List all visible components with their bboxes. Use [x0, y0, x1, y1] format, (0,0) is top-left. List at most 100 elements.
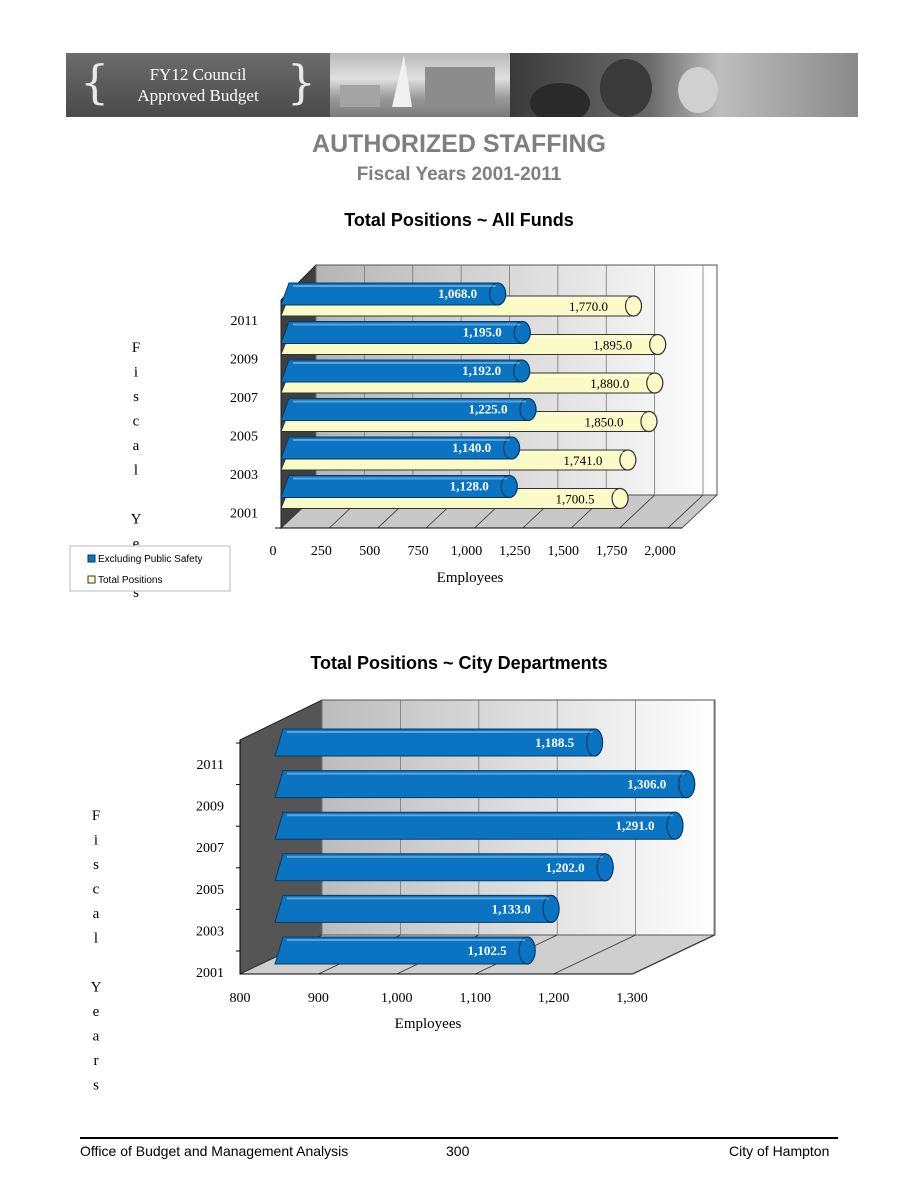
- chart1-x-tick: 0: [270, 544, 277, 559]
- svg-text:s: s: [133, 585, 139, 601]
- chart1-label-excl: 1,195.0: [463, 325, 502, 340]
- svg-text:F: F: [132, 340, 140, 356]
- chart1-legend: Excluding Public Safety Total Positions: [69, 545, 231, 592]
- chart1-y-tick: 2005: [230, 430, 258, 445]
- chart1-x-tick: 1,000: [451, 544, 483, 559]
- chart2-bar: [274, 811, 684, 840]
- people-photo: [510, 53, 858, 117]
- svg-text:Y: Y: [91, 980, 102, 996]
- chart1-bar-excl: [280, 436, 521, 460]
- page-title: AUTHORIZED STAFFING: [312, 130, 606, 158]
- chart1-floor-line: [619, 494, 655, 529]
- svg-text:c: c: [93, 882, 100, 898]
- chart1-label-total: 1,895.0: [593, 338, 632, 353]
- svg-text:s: s: [133, 389, 139, 405]
- banner-line1: FY12 Council: [149, 65, 247, 84]
- chart2-x-tick: 800: [230, 991, 251, 1006]
- chart1-bar-excl: [280, 359, 531, 383]
- svg-text:a: a: [93, 906, 100, 922]
- chart2-bar: [274, 936, 536, 965]
- legend-item-excl: Excluding Public Safety: [98, 554, 203, 565]
- banner-text: FY12 Council Approved Budget: [137, 64, 258, 106]
- chart2-y-tick: 2003: [196, 924, 224, 939]
- chart2-value-label: 1,291.0: [615, 818, 654, 833]
- svg-text:l: l: [134, 463, 138, 479]
- footer-city: City of Hampton: [729, 1143, 830, 1159]
- svg-text:i: i: [134, 365, 138, 381]
- chart1-label-total: 1,770.0: [569, 299, 608, 314]
- chart2-x-tick: 900: [308, 991, 329, 1006]
- chart1-x-tick: 1,250: [499, 544, 531, 559]
- chart1-label-excl: 1,128.0: [450, 479, 489, 494]
- chart1-label-excl: 1,140.0: [452, 440, 491, 455]
- chart1-label-excl: 1,225.0: [469, 402, 508, 417]
- chart1-label-excl: 1,192.0: [462, 363, 501, 378]
- footer-rule: [80, 1137, 838, 1139]
- svg-text:r: r: [94, 1053, 99, 1069]
- svg-text:l: l: [94, 931, 98, 947]
- chart2-value-label: 1,306.0: [627, 777, 666, 792]
- chart1-x-tick: 1,750: [596, 544, 628, 559]
- chart1-bar-excl: [280, 474, 518, 499]
- chart1-x-tick: 250: [311, 544, 332, 559]
- chart1-bar-excl: [280, 282, 507, 306]
- chart1-label-total: 1,741.0: [563, 453, 602, 468]
- chart2-y-tick: 2009: [196, 800, 224, 815]
- svg-text:a: a: [133, 438, 140, 454]
- chart1-label-total: 1,850.0: [584, 415, 623, 430]
- chart1-y-tick: 2011: [231, 314, 258, 329]
- chart2-floor-line: [553, 934, 636, 975]
- chart1-y-tick: 2003: [230, 468, 258, 483]
- footer-page-number: 300: [446, 1143, 470, 1159]
- chart1-x-tick: 500: [359, 544, 380, 559]
- chart1-x-tick: 1,500: [548, 544, 580, 559]
- chart1-label-total: 1,700.5: [556, 492, 595, 507]
- chart2-x-label: Employees: [395, 1016, 462, 1032]
- left-brace-icon: {: [80, 55, 110, 109]
- chart2-value-label: 1,133.0: [492, 901, 531, 916]
- footer-office: Office of Budget and Management Analysis: [80, 1143, 349, 1159]
- chart1-x-tick: 750: [408, 544, 429, 559]
- svg-text:a: a: [93, 1029, 100, 1045]
- chart1-y-tick: 2007: [230, 391, 258, 406]
- page-subtitle: Fiscal Years 2001-2011: [356, 164, 562, 185]
- chart1-y-tick: 2009: [230, 353, 258, 368]
- chart1-x-label: Employees: [437, 570, 504, 586]
- svg-text:c: c: [133, 414, 140, 430]
- banner-line2: Approved Budget: [137, 86, 259, 105]
- chart2-x-tick: 1,200: [538, 991, 570, 1006]
- chart2-bar: [274, 728, 604, 757]
- chart2-floor-line: [631, 934, 715, 975]
- svg-text:e: e: [93, 1004, 100, 1020]
- chart1-x-tick: 2,000: [644, 544, 676, 559]
- svg-text:e: e: [133, 536, 140, 552]
- chart1-title: Total Positions ~ All Funds: [344, 210, 574, 230]
- svg-text:s: s: [93, 857, 99, 873]
- svg-text:F: F: [92, 808, 100, 824]
- chart2-y-tick: 2007: [196, 841, 224, 856]
- chart1-label-excl: 1,068.0: [438, 286, 477, 301]
- chart2-bar: [274, 853, 614, 882]
- right-brace-icon: }: [286, 55, 316, 109]
- chart2-y-tick: 2001: [196, 966, 224, 981]
- chart2-value-label: 1,202.0: [546, 860, 585, 875]
- legend-item-total: Total Positions: [98, 575, 162, 586]
- chart2-x-tick: 1,300: [616, 991, 648, 1006]
- budget-label-block: { FY12 Council Approved Budget }: [66, 53, 330, 117]
- chart2-x-tick: 1,100: [459, 991, 491, 1006]
- chart2-value-label: 1,102.5: [468, 943, 508, 958]
- chart1-bar-excl: [280, 320, 531, 345]
- chart1-y-tick: 2001: [230, 507, 258, 522]
- chart2-x-tick: 1,000: [381, 991, 413, 1006]
- chart1-label-total: 1,880.0: [590, 376, 629, 391]
- chart2-y-tick: 2011: [197, 758, 224, 773]
- chart1-bar-excl: [280, 397, 537, 422]
- header-banner: { FY12 Council Approved Budget }: [66, 53, 858, 117]
- marina-photo: [330, 53, 510, 117]
- chart2-title: Total Positions ~ City Departments: [310, 653, 608, 673]
- chart1-floor-line: [667, 494, 704, 529]
- chart2-y-tick: 2005: [196, 883, 224, 898]
- chart2-value-label: 1,188.5: [535, 735, 575, 750]
